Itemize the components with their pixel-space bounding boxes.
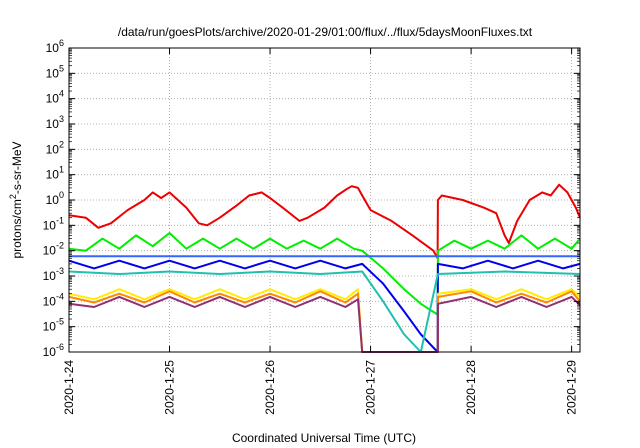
series-line-6 <box>68 290 581 353</box>
y-axis-label-suffix: -s-sr-MeV <box>10 141 24 194</box>
y-tick-label: 10-4 <box>43 291 64 308</box>
y-tick-label: 100 <box>46 190 64 207</box>
y-tick-label: 104 <box>46 89 64 106</box>
y-tick-label: 10-3 <box>43 266 64 283</box>
x-tick-label: 2020-1-26 <box>263 360 277 415</box>
x-tick-label: 2020-1-25 <box>163 360 177 415</box>
y-axis-label: protons/cm2-s-sr-MeV <box>8 141 24 258</box>
series-line-4 <box>68 270 581 353</box>
x-tick-label: 2020-1-28 <box>464 360 478 415</box>
grid-lines <box>68 48 580 352</box>
y-tick-label: 103 <box>46 114 64 131</box>
x-tick-label: 2020-1-24 <box>62 360 76 415</box>
y-tick-label: 10-2 <box>43 241 64 258</box>
chart-title: /data/run/goesPlots/archive/2020-01-29/0… <box>118 25 533 39</box>
y-tick-label: 105 <box>46 63 64 80</box>
x-axis: 2020-1-24 2020-1-25 2020-1-26 2020-1-27 2020… <box>62 48 579 415</box>
y-axis-label-sup: 2 <box>8 194 18 199</box>
series-line-2 <box>68 259 581 353</box>
series-line-5 <box>68 288 581 353</box>
y-tick-label: 10-6 <box>43 342 64 359</box>
y-axis-label-prefix: protons/cm <box>10 199 24 258</box>
series-layer <box>68 183 581 353</box>
y-tick-label: 102 <box>46 139 64 156</box>
x-axis-label: Coordinated Universal Time (UTC) <box>232 431 416 445</box>
x-tick-label: 2020-1-29 <box>565 360 579 415</box>
x-tick-label: 2020-1-27 <box>364 360 378 415</box>
series-line-7 <box>68 295 581 353</box>
series-line-1 <box>68 232 581 316</box>
series-line-0 <box>68 183 581 260</box>
y-tick-label: 10-5 <box>43 317 64 334</box>
y-tick-label: 106 <box>46 38 64 55</box>
y-tick-label: 101 <box>46 165 64 182</box>
y-axis: 10-6 10-5 10-4 10-3 10-2 10-1 100 101 102 103 104 1… <box>43 38 580 359</box>
y-tick-label: 10-1 <box>43 215 64 232</box>
